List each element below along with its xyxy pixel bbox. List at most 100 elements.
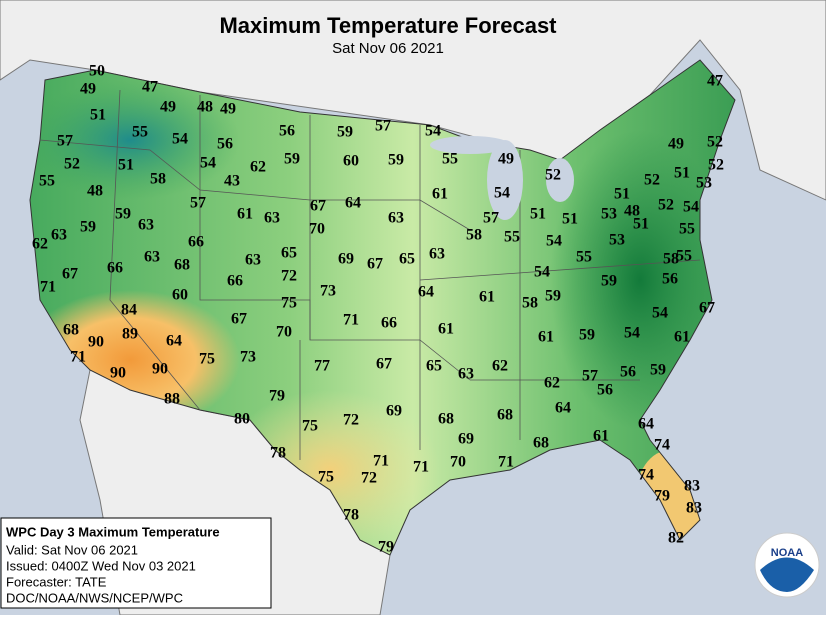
temperature: 49 xyxy=(498,151,514,168)
info-line: DOC/NOAA/NWS/NCEP/WPC xyxy=(6,590,183,605)
temperature: 71 xyxy=(373,453,389,470)
temperature: 54 xyxy=(683,199,699,216)
temperature: 43 xyxy=(224,173,240,190)
temperature: 59 xyxy=(388,152,404,169)
temperature: 71 xyxy=(413,459,429,476)
temperature: 65 xyxy=(426,358,442,375)
lake-superior xyxy=(430,136,510,154)
temperature: 82 xyxy=(668,530,684,547)
temperature: 59 xyxy=(337,124,353,141)
title: Maximum Temperature Forecast xyxy=(219,13,557,38)
temperature: 67 xyxy=(376,356,392,373)
temperature: 59 xyxy=(80,219,96,236)
temperature: 90 xyxy=(152,361,168,378)
temperature: 68 xyxy=(497,407,513,424)
temperature: 56 xyxy=(662,271,678,288)
temperature: 53 xyxy=(601,206,617,223)
temperature: 64 xyxy=(638,416,654,433)
temperature: 79 xyxy=(654,488,670,505)
temperature: 63 xyxy=(138,217,154,234)
temperature: 65 xyxy=(399,251,415,268)
temperature: 54 xyxy=(546,233,562,250)
temperature: 66 xyxy=(107,260,123,277)
temperature: 51 xyxy=(633,216,649,233)
info-line: Forecaster: TATE xyxy=(6,574,107,589)
temperature: 62 xyxy=(32,236,48,253)
temperature: 53 xyxy=(696,175,712,192)
temperature: 47 xyxy=(142,79,158,96)
temperature: 54 xyxy=(534,264,550,281)
temperature: 80 xyxy=(234,411,250,428)
temperature: 61 xyxy=(432,186,448,203)
temperature: 48 xyxy=(197,99,213,116)
temperature: 70 xyxy=(276,324,292,341)
info-title: WPC Day 3 Maximum Temperature xyxy=(6,524,220,539)
temperature: 65 xyxy=(281,245,297,262)
temperature: 63 xyxy=(429,246,445,263)
temperature: 70 xyxy=(309,221,325,238)
temperature: 68 xyxy=(63,322,79,339)
temperature: 52 xyxy=(644,172,660,189)
temperature: 63 xyxy=(458,366,474,383)
temperature: 67 xyxy=(231,311,247,328)
temperature: 52 xyxy=(707,134,723,151)
temperature: 58 xyxy=(466,227,482,244)
temperature: 69 xyxy=(386,403,402,420)
temperature: 64 xyxy=(555,400,571,417)
temperature: 54 xyxy=(494,185,510,202)
temperature: 90 xyxy=(88,334,104,351)
temperature: 89 xyxy=(122,326,138,343)
lake-huron xyxy=(546,158,574,202)
temperature: 52 xyxy=(545,167,561,184)
temperature: 59 xyxy=(579,327,595,344)
info-line: Valid: Sat Nov 06 2021 xyxy=(6,542,138,557)
temperature: 51 xyxy=(530,206,546,223)
temperature: 69 xyxy=(338,251,354,268)
temperature: 63 xyxy=(245,252,261,269)
temperature: 59 xyxy=(284,151,300,168)
temperature: 71 xyxy=(343,312,359,329)
temperature: 73 xyxy=(320,283,336,300)
temperature: 57 xyxy=(190,195,206,212)
temperature: 83 xyxy=(686,500,702,517)
temperature: 63 xyxy=(144,249,160,266)
lake-michigan xyxy=(487,140,523,220)
temperature: 54 xyxy=(172,131,188,148)
temperature: 56 xyxy=(279,123,295,140)
temperature: 58 xyxy=(522,295,538,312)
temperature: 74 xyxy=(654,437,670,454)
temperature: 55 xyxy=(39,173,55,190)
temperature: 59 xyxy=(601,273,617,290)
temperature: 69 xyxy=(458,431,474,448)
temperature: 67 xyxy=(699,300,715,317)
temperature: 56 xyxy=(217,136,233,153)
temperature: 49 xyxy=(220,101,236,118)
temperature: 49 xyxy=(80,81,96,98)
temperature: 79 xyxy=(269,388,285,405)
temperature: 58 xyxy=(663,251,679,268)
temperature: 51 xyxy=(118,157,134,174)
temperature: 55 xyxy=(504,229,520,246)
temperature: 57 xyxy=(57,133,73,150)
temperature: 55 xyxy=(576,249,592,266)
temperature: 72 xyxy=(361,470,377,487)
logo-wave xyxy=(760,557,814,592)
temperature: 56 xyxy=(620,364,636,381)
temperature: 67 xyxy=(310,198,326,215)
temperature: 61 xyxy=(674,329,690,346)
temperature: 57 xyxy=(483,210,499,227)
temperature: 51 xyxy=(614,186,630,203)
temperature: 73 xyxy=(240,349,256,366)
temperature: 72 xyxy=(281,268,297,285)
temperature: 58 xyxy=(150,171,166,188)
temperature: 61 xyxy=(593,428,609,445)
temperature: 67 xyxy=(62,266,78,283)
temperature: 55 xyxy=(442,151,458,168)
temperature: 77 xyxy=(314,358,330,375)
temperature: 90 xyxy=(110,365,126,382)
temperature: 51 xyxy=(674,165,690,182)
temperature: 51 xyxy=(90,107,106,124)
temperature: 66 xyxy=(227,273,243,290)
temperature: 55 xyxy=(679,221,695,238)
temperature: 51 xyxy=(562,211,578,228)
